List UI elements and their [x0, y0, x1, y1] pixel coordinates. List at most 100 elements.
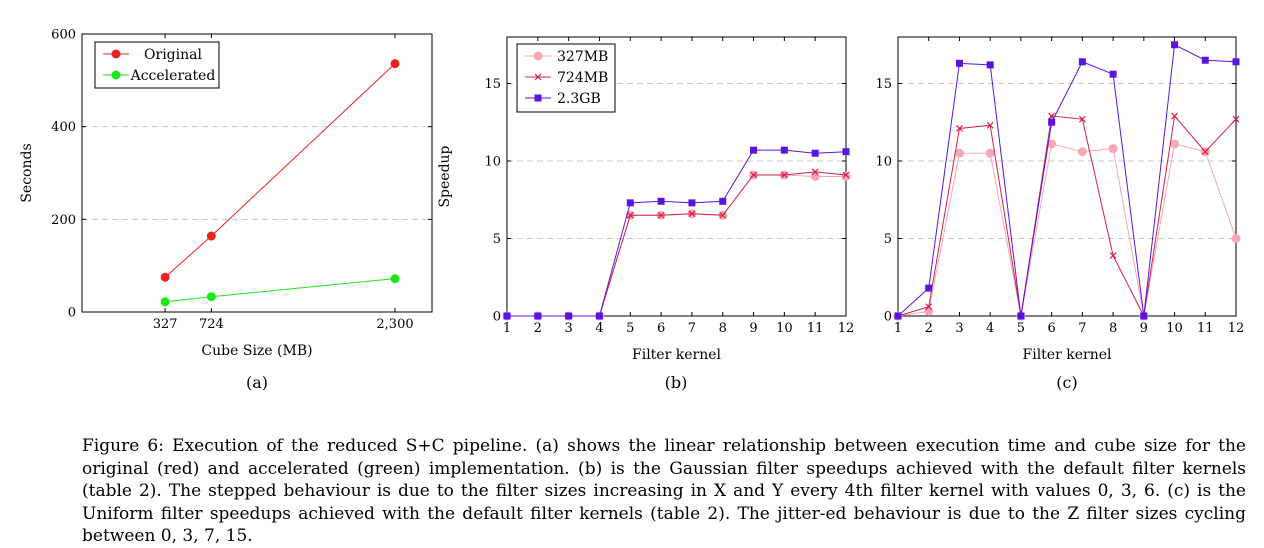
- data-point: [503, 312, 511, 320]
- data-point-stroke-b: [750, 171, 757, 179]
- series-line: [897, 143, 1237, 317]
- y-tick-label: 15: [875, 77, 892, 92]
- data-point: [1231, 234, 1241, 243]
- data-point: [811, 168, 819, 176]
- y-axis-label: Seconds: [19, 143, 35, 202]
- data-point: [1048, 118, 1056, 126]
- plot-frame: [897, 36, 1237, 317]
- data-point-stroke-b: [1232, 115, 1240, 123]
- data-point: [626, 199, 634, 207]
- data-point: [688, 199, 696, 207]
- data-point: [925, 284, 933, 292]
- series-line: [507, 174, 846, 317]
- series-327mb: [502, 170, 851, 321]
- x-tick-label: 9: [1140, 321, 1148, 336]
- y-tick-label: 0: [68, 306, 76, 321]
- data-point: [1017, 312, 1025, 320]
- data-point: [780, 171, 788, 179]
- data-point-stroke-b: [986, 121, 994, 129]
- legend-entry-label: Accelerated: [130, 68, 216, 84]
- data-point: [842, 171, 850, 179]
- data-point: [1109, 70, 1117, 78]
- legend-box: [516, 43, 616, 113]
- data-point: [841, 172, 851, 181]
- data-point-stroke-b: [1048, 112, 1056, 120]
- legend-swatch-marker: [534, 94, 542, 102]
- data-point: [1201, 148, 1209, 156]
- y-tick-label: 15: [484, 77, 501, 92]
- data-point: [160, 297, 170, 307]
- data-point: [1232, 115, 1240, 123]
- data-point: [1170, 139, 1180, 149]
- x-tick-label: 1: [894, 321, 902, 336]
- x-tick-label: 8: [719, 321, 727, 336]
- data-point: [1232, 58, 1240, 66]
- data-point: [924, 306, 934, 316]
- chart-a: 0 200 400 600 327 724 2,300 Cube Size (MB) Secon…: [19, 28, 433, 392]
- data-point: [565, 312, 573, 320]
- series-line: [165, 278, 396, 303]
- y-tick-label: 10: [875, 155, 892, 170]
- data-point: [1078, 115, 1086, 123]
- legend-entry-label: 2.3GB: [557, 91, 601, 107]
- data-point-stroke-b: [1201, 148, 1209, 156]
- x-tick-label: 2: [534, 321, 542, 336]
- subfigure-caption: (c): [1056, 373, 1077, 392]
- x-tick-label: 9: [749, 321, 757, 336]
- data-point: [657, 211, 665, 219]
- data-point: [390, 274, 400, 284]
- series-23gb: [894, 41, 1240, 320]
- data-point-stroke-b: [780, 171, 788, 179]
- data-point: [719, 197, 727, 205]
- series-724mb: [894, 112, 1240, 320]
- legend-swatch-marker: [111, 49, 121, 59]
- data-point: [810, 172, 820, 181]
- x-tick-label: 7: [1078, 321, 1086, 336]
- series-original: [160, 59, 400, 282]
- series-23gb: [503, 146, 850, 320]
- series-line: [507, 171, 847, 317]
- data-point-stroke-b: [719, 211, 727, 219]
- series-line: [507, 149, 847, 317]
- legend-entry-label: 327MB: [557, 49, 608, 65]
- x-tick-label: 8: [1109, 321, 1117, 336]
- data-point-stroke-b: [925, 303, 933, 311]
- legend-swatch-marker: [533, 51, 543, 61]
- legend-swatch-marker: [111, 70, 121, 80]
- plot-frame: [81, 33, 433, 313]
- legend-swatch-marker: [534, 73, 542, 81]
- x-tick-label: 3: [955, 321, 963, 336]
- x-tick-label: 1: [503, 321, 511, 336]
- data-point: [206, 231, 216, 241]
- legend: 327MB 724MB 2.3GB: [516, 43, 616, 113]
- x-tick-label: 11: [1197, 321, 1214, 336]
- data-point: [719, 211, 727, 219]
- data-point: [1171, 112, 1178, 120]
- data-point-stroke-b: [1078, 115, 1086, 123]
- data-point: [954, 148, 964, 158]
- data-point: [1201, 56, 1209, 64]
- x-tick-label: 6: [657, 321, 665, 336]
- data-point-stroke-b: [657, 211, 665, 219]
- series-327mb: [893, 139, 1241, 321]
- data-point: [1140, 312, 1148, 320]
- x-tick-label: 10: [1166, 321, 1183, 336]
- data-point: [894, 312, 902, 320]
- legend-swatch-marker-stroke-b: [534, 73, 542, 81]
- x-tick-label: 724: [199, 317, 224, 332]
- x-axis-label: Filter kernel: [632, 347, 721, 363]
- x-tick-label: 2,300: [376, 317, 413, 332]
- data-point: [160, 272, 170, 282]
- x-axis-label: Filter kernel: [1023, 347, 1112, 363]
- x-tick-label: 6: [1047, 321, 1055, 336]
- y-tick-label: 5: [493, 232, 501, 247]
- subfigure-caption: (a): [246, 373, 268, 392]
- y-tick-label: 200: [51, 213, 76, 228]
- series-accelerated: [160, 274, 400, 307]
- data-point: [811, 149, 819, 157]
- data-point: [956, 125, 963, 132]
- series-724mb: [503, 168, 850, 320]
